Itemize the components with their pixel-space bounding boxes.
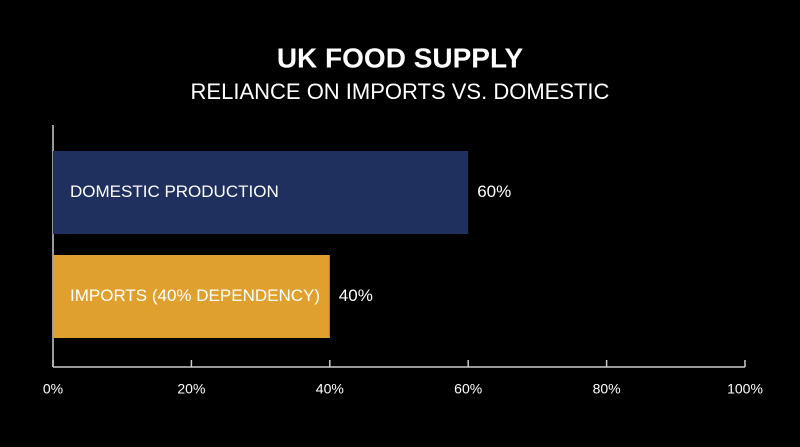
x-tick-label: 40%	[316, 381, 344, 397]
x-tick-label: 100%	[727, 381, 763, 397]
category-label: IMPORTS (40% DEPENDENCY)	[70, 286, 320, 305]
x-tick-label: 20%	[177, 381, 205, 397]
bar	[53, 151, 469, 234]
chart-title: UK FOOD SUPPLY	[277, 42, 524, 73]
chart-subtitle: RELIANCE ON IMPORTS VS. DOMESTIC	[191, 79, 610, 104]
value-label: 40%	[339, 286, 373, 305]
x-tick-label: 80%	[593, 381, 621, 397]
bar	[53, 255, 330, 338]
value-label: 60%	[477, 182, 511, 201]
category-label: DOMESTIC PRODUCTION	[70, 182, 279, 201]
x-tick-label: 0%	[43, 381, 63, 397]
x-tick-label: 60%	[454, 381, 482, 397]
